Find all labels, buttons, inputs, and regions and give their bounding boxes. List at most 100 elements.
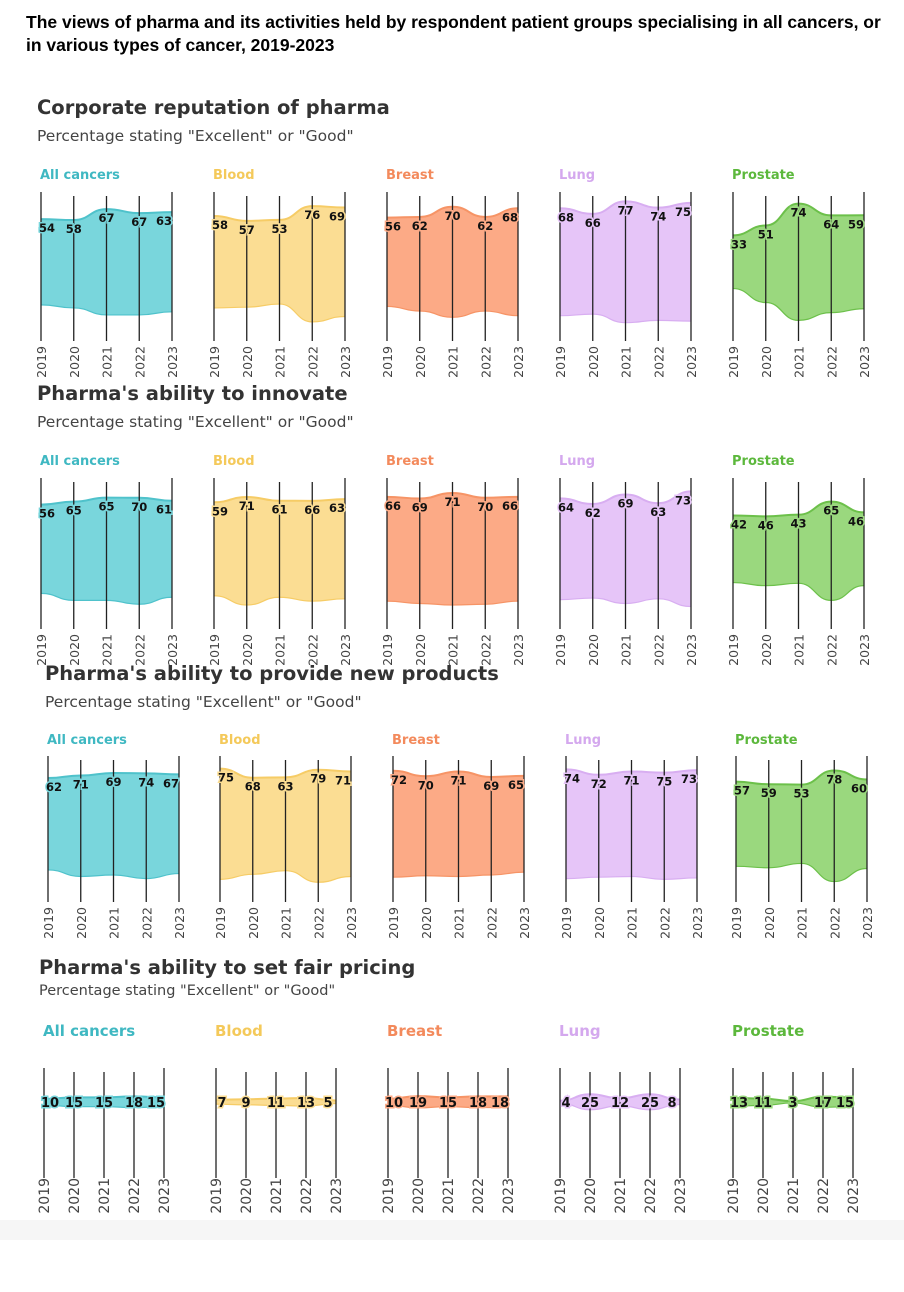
year-tick-label: 2019 [207, 634, 222, 666]
year-tick-label: 2022 [824, 346, 839, 378]
year-tick-label: 2023 [860, 907, 875, 939]
year-tick-label: 2023 [511, 634, 526, 666]
year-tick-label: 2020 [583, 1178, 599, 1214]
value-label: 18 [125, 1096, 143, 1111]
value-label: 58 [212, 218, 228, 232]
value-label: 56 [385, 220, 401, 234]
year-tick-label: 2021 [441, 1178, 457, 1214]
value-label: 13 [297, 1096, 315, 1111]
year-tick-label: 2022 [132, 346, 147, 378]
value-label: 62 [585, 506, 601, 520]
value-label: 11 [267, 1096, 285, 1111]
panel-label: All cancers [40, 454, 120, 469]
year-tick-label: 2023 [157, 1178, 173, 1214]
year-tick-label: 2019 [213, 907, 228, 939]
value-label: 65 [508, 778, 524, 792]
value-label: 76 [304, 208, 320, 222]
section-subtitle: Percentage stating "Excellent" or "Good" [37, 413, 354, 431]
value-label: 15 [147, 1096, 165, 1111]
value-label: 77 [617, 203, 633, 217]
panel-label: Lung [559, 1022, 601, 1040]
value-label: 67 [98, 211, 114, 225]
value-label: 9 [241, 1096, 250, 1111]
value-label: 15 [439, 1096, 457, 1111]
section-title: Pharma's ability to innovate [37, 382, 348, 405]
value-label: 12 [611, 1096, 629, 1111]
value-label: 79 [310, 772, 326, 786]
panel-label: Prostate [732, 168, 795, 183]
panel-label: Breast [386, 168, 434, 183]
year-tick-label: 2019 [553, 346, 568, 378]
year-tick-label: 2023 [165, 346, 180, 378]
year-tick-label: 2020 [411, 1178, 427, 1214]
year-tick-label: 2021 [100, 346, 115, 378]
panel-label: Prostate [735, 733, 798, 748]
panel-label: Breast [387, 1022, 442, 1040]
panel-breast: Breast 56 62 70 62 68 2019 2020 2021 2022 2023 [380, 168, 526, 378]
year-tick-label: 2020 [67, 346, 82, 378]
value-label: 67 [163, 776, 179, 790]
year-tick-label: 2022 [471, 1178, 487, 1214]
value-label: 62 [477, 219, 493, 233]
year-tick-label: 2023 [846, 1178, 862, 1214]
panel-all-cancers: All cancers 54 58 67 67 63 2019 2020 2021 2022 202… [34, 168, 180, 378]
value-label: 74 [790, 206, 806, 220]
year-tick-label: 2019 [553, 1178, 569, 1214]
year-tick-label: 2022 [827, 907, 842, 939]
year-tick-label: 2019 [559, 907, 574, 939]
year-tick-label: 2020 [413, 346, 428, 378]
value-label: 67 [131, 215, 147, 229]
value-label: 71 [623, 774, 639, 788]
year-tick-label: 2020 [240, 346, 255, 378]
year-tick-label: 2023 [673, 1178, 689, 1214]
year-tick-label: 2022 [651, 346, 666, 378]
year-tick-label: 2021 [625, 907, 640, 939]
value-label: 75 [218, 771, 234, 785]
value-label: 71 [335, 774, 351, 788]
chart-new-products: All cancers 62 71 69 74 67 2019 2020 2021 2022 202… [41, 733, 875, 939]
value-label: 62 [412, 219, 428, 233]
value-label: 65 [66, 504, 82, 518]
year-tick-label: 2019 [34, 346, 49, 378]
year-tick-label: 2023 [511, 346, 526, 378]
year-tick-label: 2021 [446, 346, 461, 378]
value-label: 51 [758, 227, 774, 241]
year-tick-label: 2020 [592, 907, 607, 939]
panel-all-cancers: All cancers 10 15 15 18 15 2019 2020 2021 2022 202… [37, 1022, 173, 1214]
value-label: 61 [271, 503, 287, 517]
section-subtitle: Percentage stating "Excellent" or "Good" [39, 983, 336, 999]
year-tick-label: 2021 [792, 634, 807, 666]
value-label: 65 [823, 504, 839, 518]
year-tick-label: 2020 [240, 634, 255, 666]
value-label: 61 [156, 503, 172, 517]
value-label: 57 [734, 784, 750, 798]
value-label: 46 [848, 514, 864, 528]
chart-innovate: All cancers 56 65 65 70 61 2019 2020 2021 2022 202… [34, 454, 872, 666]
value-label: 66 [304, 503, 320, 517]
year-tick-label: 2021 [269, 1178, 285, 1214]
year-tick-label: 2020 [586, 634, 601, 666]
panel-label: Blood [213, 168, 255, 183]
value-label: 72 [391, 773, 407, 787]
value-label: 25 [581, 1096, 599, 1111]
panel-all-cancers: All cancers 62 71 69 74 67 2019 2020 2021 2022 202… [41, 733, 187, 939]
footer-band [0, 1220, 904, 1240]
panel-prostate: Prostate 33 51 74 64 59 2019 2020 2021 2022 2023 [726, 168, 872, 378]
value-label: 56 [39, 507, 55, 521]
value-label: 59 [212, 504, 228, 518]
year-tick-label: 2023 [329, 1178, 345, 1214]
value-label: 25 [641, 1096, 659, 1111]
year-tick-label: 2023 [501, 1178, 517, 1214]
year-tick-label: 2023 [338, 346, 353, 378]
year-tick-label: 2021 [100, 634, 115, 666]
value-label: 53 [271, 222, 287, 236]
value-label: 10 [385, 1096, 403, 1111]
value-label: 68 [245, 780, 261, 794]
value-label: 64 [558, 500, 574, 514]
year-tick-label: 2020 [759, 346, 774, 378]
value-label: 15 [65, 1096, 83, 1111]
panel-label: Prostate [732, 454, 795, 469]
value-label: 75 [656, 775, 672, 789]
value-label: 58 [66, 222, 82, 236]
value-label: 72 [591, 777, 607, 791]
